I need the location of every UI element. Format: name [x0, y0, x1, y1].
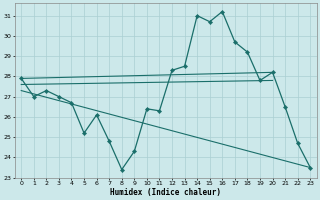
X-axis label: Humidex (Indice chaleur): Humidex (Indice chaleur) — [110, 188, 221, 197]
